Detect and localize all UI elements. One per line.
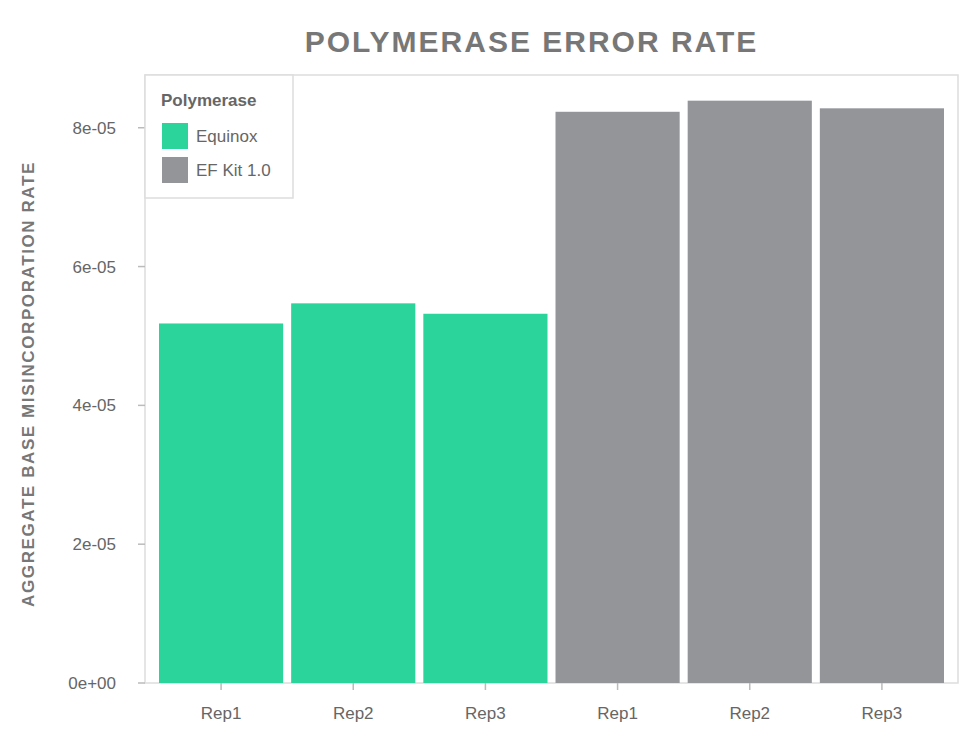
y-axis-label: AGGREGATE BASE MISINCORPORATION RATE <box>19 161 38 607</box>
x-tick <box>617 683 619 690</box>
bar <box>291 303 415 683</box>
chart-container: POLYMERASE ERROR RATE AGGREGATE BASE MISI… <box>0 0 980 739</box>
y-tick-label: 4e-05 <box>73 396 116 415</box>
legend-swatch <box>162 157 188 183</box>
y-tick-label: 8e-05 <box>73 119 116 138</box>
x-tick-label: Rep3 <box>862 704 903 723</box>
y-tick-label: 2e-05 <box>73 535 116 554</box>
x-tick-label: Rep1 <box>597 704 638 723</box>
chart-svg: POLYMERASE ERROR RATE AGGREGATE BASE MISI… <box>0 0 980 739</box>
legend-box <box>145 75 293 198</box>
bar <box>556 112 680 683</box>
y-tick <box>138 127 145 129</box>
x-tick-label: Rep1 <box>201 704 242 723</box>
y-tick <box>138 543 145 545</box>
x-tick <box>220 683 222 690</box>
x-tick <box>485 683 487 690</box>
x-tick <box>881 683 883 690</box>
legend-label: Equinox <box>196 127 258 146</box>
legend-label: EF Kit 1.0 <box>196 161 271 180</box>
x-tick <box>353 683 355 690</box>
y-tick <box>138 682 145 684</box>
bar <box>688 101 812 683</box>
x-tick-label: Rep2 <box>729 704 770 723</box>
x-tick <box>749 683 751 690</box>
x-tick-label: Rep3 <box>465 704 506 723</box>
bar <box>159 323 283 683</box>
legend-swatch <box>162 123 188 149</box>
y-tick <box>138 405 145 407</box>
y-tick <box>138 266 145 268</box>
legend-title: Polymerase <box>161 91 256 110</box>
title: POLYMERASE ERROR RATE <box>305 25 759 58</box>
x-tick-label: Rep2 <box>333 704 374 723</box>
y-tick-label: 0e+00 <box>68 674 116 693</box>
legend: Polymerase Equinox EF Kit 1.0 <box>145 75 293 198</box>
plot-frame <box>145 75 958 683</box>
y-tick-label: 6e-05 <box>73 258 116 277</box>
bar <box>820 108 944 683</box>
bar <box>423 314 547 683</box>
